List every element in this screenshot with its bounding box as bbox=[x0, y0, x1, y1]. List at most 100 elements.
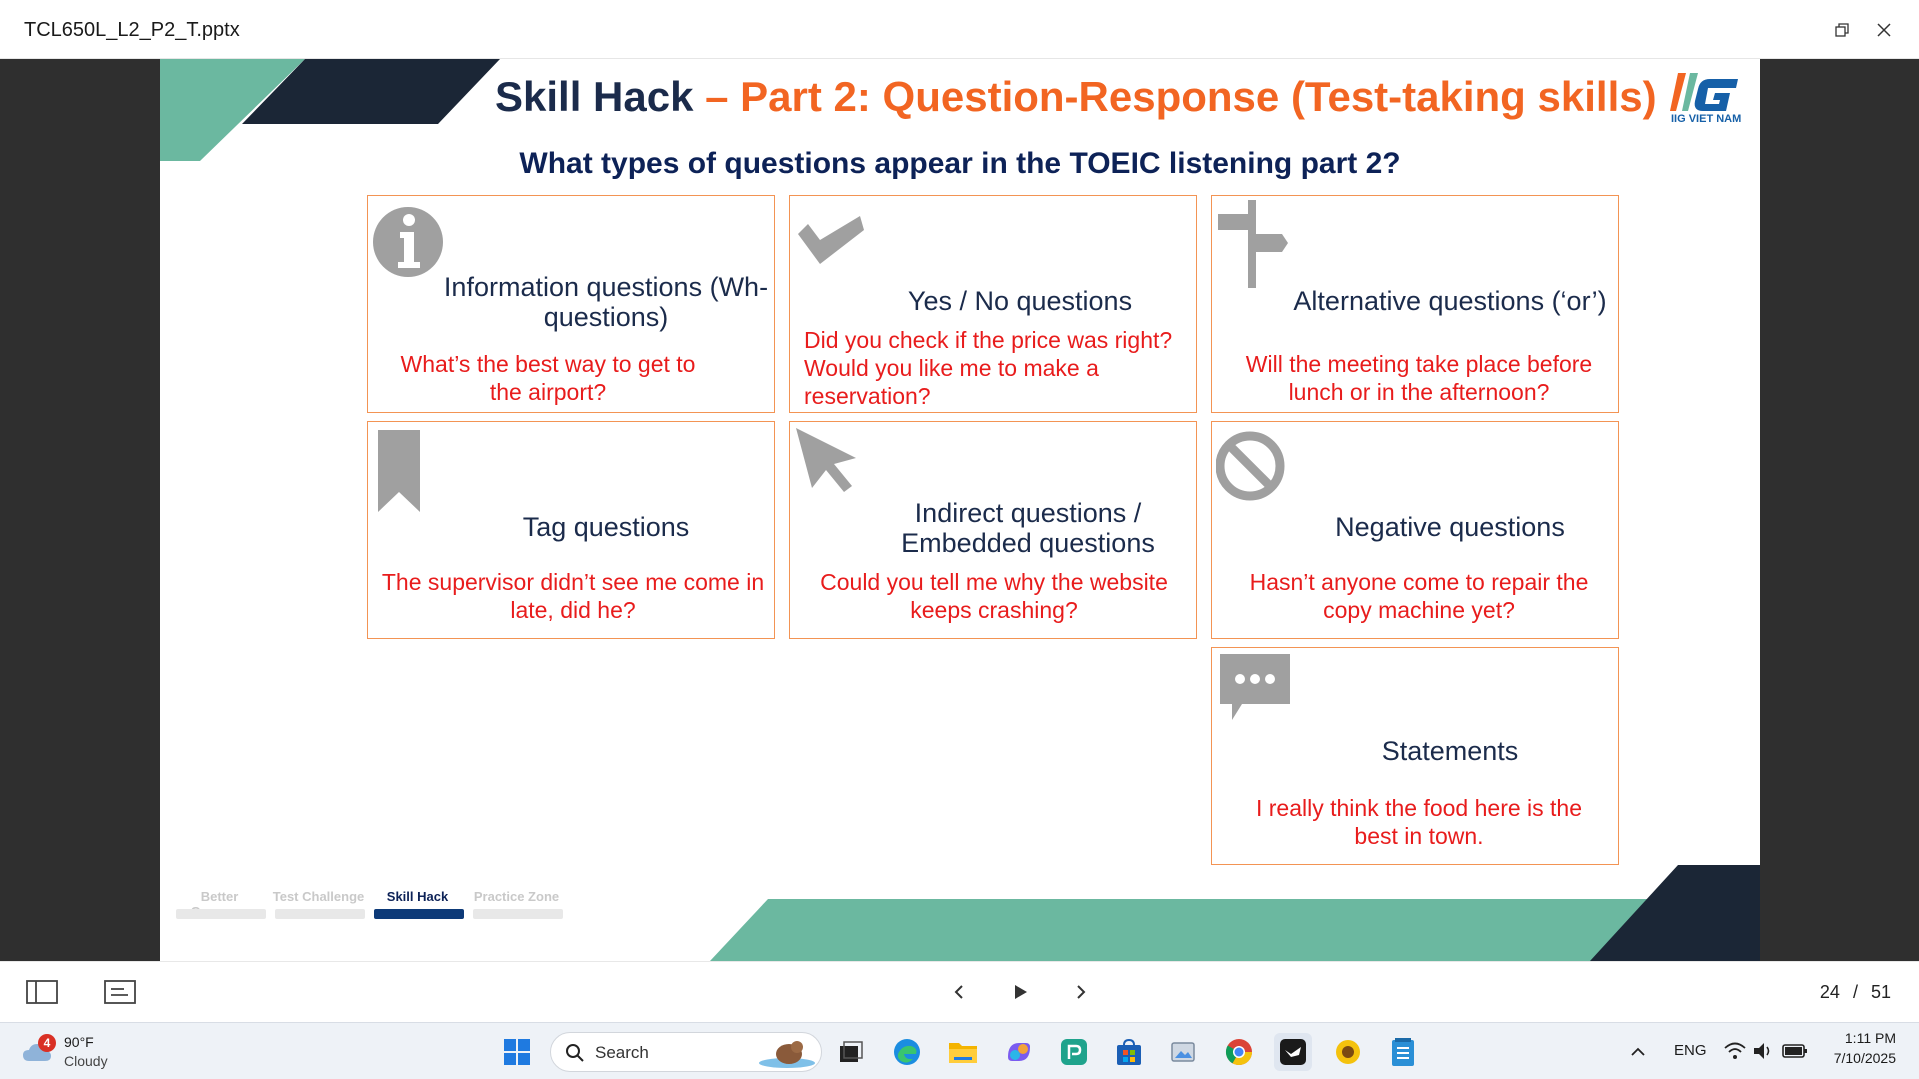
card-example: Hasn’t anyone come to repair the copy ma… bbox=[1249, 569, 1589, 623]
nav-bar-practice-zone bbox=[473, 909, 563, 919]
card-example: The supervisor didn’t see me come in lat… bbox=[381, 569, 765, 623]
card-tag-questions: Tag questions The supervisor didn’t see … bbox=[367, 421, 775, 639]
sunflower-icon bbox=[1336, 1040, 1360, 1064]
notes-toggle-button[interactable] bbox=[102, 976, 138, 1008]
card-heading: Information questions (Wh-questions) bbox=[443, 272, 769, 332]
previous-slide-button[interactable] bbox=[944, 976, 974, 1008]
chevron-up-icon bbox=[1631, 1047, 1645, 1056]
card-example: Will the meeting take place before lunch… bbox=[1245, 351, 1593, 405]
taskbar-app-store[interactable] bbox=[1110, 1033, 1148, 1071]
app-teal-icon bbox=[1061, 1039, 1087, 1065]
card-heading: Yes / No questions bbox=[907, 286, 1133, 316]
checkmark-icon bbox=[798, 216, 864, 264]
nav-tab-test-challenge[interactable]: Test Challenge bbox=[272, 889, 365, 904]
clock-date[interactable]: 7/10/2025 bbox=[1833, 1050, 1896, 1066]
notes-icon bbox=[104, 980, 136, 1004]
card-statements: Statements I really think the food here … bbox=[1211, 647, 1619, 865]
start-button[interactable] bbox=[498, 1033, 536, 1071]
close-icon bbox=[1877, 23, 1891, 37]
notepad-icon bbox=[1392, 1038, 1414, 1066]
taskbar-search-box[interactable]: Search bbox=[550, 1032, 822, 1072]
page-current: 24 bbox=[1819, 982, 1840, 1002]
logo-text: IIG VIET NAM bbox=[1671, 113, 1742, 125]
chrome-icon bbox=[1225, 1039, 1253, 1066]
play-button[interactable] bbox=[1006, 976, 1036, 1008]
search-icon bbox=[566, 1044, 584, 1062]
taskbar-app-presentation-viewer[interactable] bbox=[1274, 1033, 1312, 1071]
card-example: Could you tell me why the website keeps … bbox=[820, 569, 1168, 623]
card-heading: Tag questions bbox=[522, 512, 690, 542]
weather-badge: 4 bbox=[38, 1034, 56, 1052]
weather-temp: 90°F bbox=[64, 1034, 94, 1050]
restore-button[interactable] bbox=[1826, 14, 1858, 46]
slide-viewer: Skill Hack – Part 2: Question-Response (… bbox=[0, 59, 1919, 961]
window-title: TCL650L_L2_P2_T.pptx bbox=[24, 19, 240, 41]
card-negative-questions: Negative questions Hasn’t anyone come to… bbox=[1211, 421, 1619, 639]
restore-icon bbox=[1835, 23, 1849, 37]
nav-tab-skill-hack[interactable]: Skill Hack bbox=[386, 889, 449, 904]
battery-icon[interactable] bbox=[1782, 1042, 1808, 1060]
wifi-icon[interactable] bbox=[1724, 1041, 1746, 1061]
search-placeholder: Search bbox=[595, 1043, 649, 1062]
chevron-right-icon bbox=[1077, 985, 1086, 999]
chevron-left-icon bbox=[954, 985, 963, 999]
weather-desc: Cloudy bbox=[64, 1053, 108, 1069]
nav-bar-better-grammar bbox=[176, 909, 266, 919]
task-view-icon bbox=[840, 1041, 863, 1062]
taskbar-app-sunflower[interactable] bbox=[1329, 1033, 1367, 1071]
card-indirect-questions: Indirect questions / Embedded questions … bbox=[789, 421, 1197, 639]
slide-bottom-decoration bbox=[710, 865, 1760, 961]
slide-corner-decoration bbox=[160, 59, 500, 161]
card-yes-no-questions: Yes / No questions Did you check if the … bbox=[789, 195, 1197, 413]
card-alternative-questions: Alternative questions (‘or’) Will the me… bbox=[1211, 195, 1619, 413]
sidebar-toggle-button[interactable] bbox=[24, 976, 60, 1008]
taskbar-app-notepad[interactable] bbox=[1384, 1033, 1422, 1071]
tray-overflow-button[interactable] bbox=[1623, 1033, 1653, 1071]
clock-time[interactable]: 1:11 PM bbox=[1844, 1030, 1896, 1046]
title-part1: Skill Hack bbox=[495, 73, 694, 120]
bookmark-icon bbox=[378, 430, 420, 512]
card-heading: Statements bbox=[1381, 736, 1519, 766]
page-separator: / bbox=[1852, 982, 1858, 1002]
viewer-controls: 24 / 51 bbox=[0, 961, 1919, 1022]
title-part2: – Part 2: Question-Response (Test-taking… bbox=[693, 73, 1657, 120]
page-total: 51 bbox=[1870, 982, 1891, 1002]
taskbar-app-chrome[interactable] bbox=[1220, 1033, 1258, 1071]
taskbar-app-teal[interactable] bbox=[1055, 1033, 1093, 1071]
nav-bar-skill-hack bbox=[374, 909, 464, 919]
volume-icon[interactable] bbox=[1752, 1041, 1774, 1061]
prohibited-icon bbox=[1216, 431, 1285, 501]
task-view-button[interactable] bbox=[832, 1033, 870, 1071]
slide-title: Skill Hack – Part 2: Question-Response (… bbox=[495, 73, 1695, 121]
taskbar-app-photos[interactable] bbox=[1165, 1033, 1203, 1071]
taskbar-app-edge[interactable] bbox=[888, 1033, 926, 1071]
card-heading: Negative questions bbox=[1335, 512, 1565, 542]
weather-widget[interactable]: 4 90°F Cloudy bbox=[20, 1031, 130, 1073]
section-nav: Better Grammar Test Challenge Skill Hack… bbox=[172, 889, 592, 929]
viewer-app-icon bbox=[1280, 1039, 1306, 1065]
edge-icon bbox=[894, 1039, 920, 1065]
slide-subtitle: What types of questions appear in the TO… bbox=[519, 147, 1401, 180]
taskbar-app-file-explorer[interactable] bbox=[944, 1033, 982, 1071]
card-example: I really think the food here is the best… bbox=[1255, 795, 1583, 849]
card-information-questions: Information questions (Wh-questions) Wha… bbox=[367, 195, 775, 413]
next-slide-button[interactable] bbox=[1066, 976, 1096, 1008]
iig-logo bbox=[1670, 73, 1738, 111]
card-example: What’s the best way to get to the airpor… bbox=[400, 351, 696, 405]
search-highlight-icon bbox=[759, 1041, 815, 1068]
windows-logo-icon bbox=[504, 1039, 530, 1065]
slide: Skill Hack – Part 2: Question-Response (… bbox=[160, 59, 1760, 961]
close-button[interactable] bbox=[1868, 14, 1900, 46]
speech-bubble-icon bbox=[1220, 654, 1290, 720]
card-heading: Indirect questions / Embedded questions bbox=[901, 498, 1155, 558]
language-indicator[interactable]: ENG bbox=[1674, 1042, 1707, 1059]
play-icon bbox=[1015, 985, 1027, 999]
nav-tab-practice-zone[interactable]: Practice Zone bbox=[473, 889, 560, 904]
nav-bar-test-challenge bbox=[275, 909, 365, 919]
cursor-arrow-icon bbox=[796, 428, 856, 492]
folder-icon bbox=[949, 1043, 977, 1063]
sidebar-panel-icon bbox=[26, 980, 58, 1004]
taskbar-app-copilot[interactable] bbox=[1000, 1033, 1038, 1071]
card-example: Did you check if the price was right? Wo… bbox=[804, 327, 1173, 409]
info-icon bbox=[373, 207, 443, 277]
